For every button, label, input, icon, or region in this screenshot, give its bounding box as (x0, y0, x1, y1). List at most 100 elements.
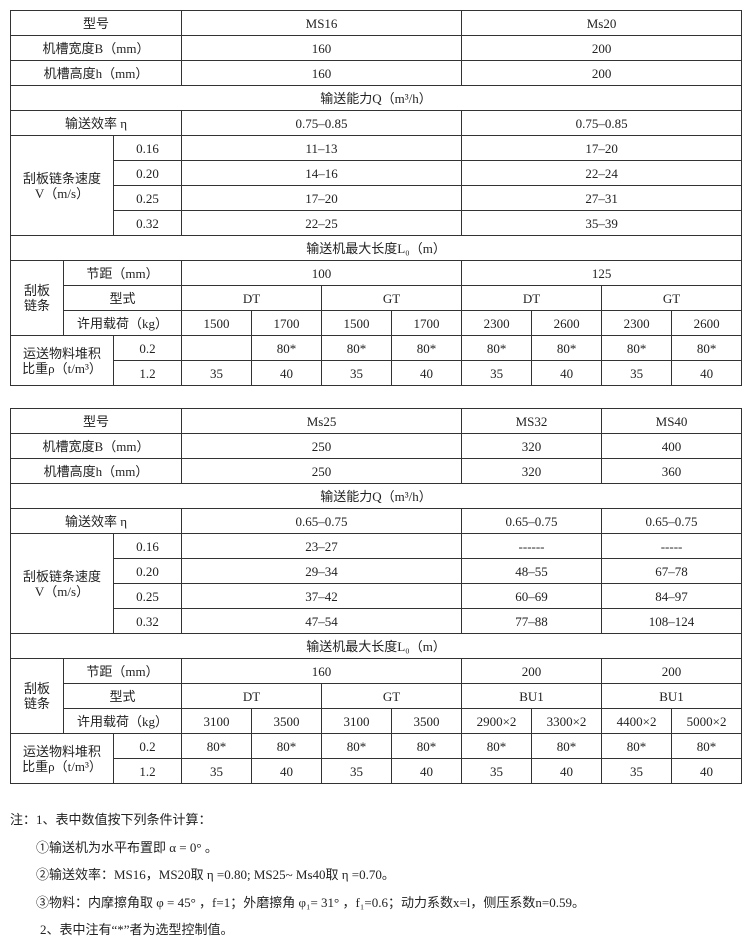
load-value: 3100 (181, 708, 253, 734)
table-row: 许用载荷（kg） 3100 3500 3100 3500 2900×2 3300×2 4400… (11, 708, 743, 734)
load-value: 5000×2 (671, 708, 743, 734)
chain-label: 刮板 链条 (10, 658, 64, 734)
chain-label: 刮板 链条 (10, 260, 64, 336)
length-value: 40 (531, 360, 603, 386)
capacity-value: 60–69 (461, 583, 603, 609)
model-label: 型号 (9, 10, 183, 36)
spec-table-ms16-ms20: 型号 MS16 Ms20 机槽宽度B（mm） 160 200 机槽高度h（mm） 160 200… (9, 10, 743, 386)
load-value: 2300 (601, 310, 673, 336)
height-value: 360 (601, 458, 743, 484)
length-value: 35 (321, 758, 393, 784)
load-value: 3500 (391, 708, 463, 734)
length-value: 80* (251, 733, 323, 759)
efficiency-value: 0.75–0.85 (461, 110, 743, 136)
density-label-line: 比重ρ（t/m³） (22, 758, 102, 774)
capacity-value: 29–34 (181, 558, 463, 584)
height-value: 160 (181, 60, 463, 86)
table-row: 型式 DT GT DT GT (11, 285, 743, 311)
length-value: 80* (251, 335, 323, 361)
type-label: 型式 (62, 285, 183, 311)
density-label-line: 运送物料堆积 (22, 345, 101, 361)
load-value: 2600 (671, 310, 743, 336)
speed-value: 0.20 (112, 558, 183, 584)
efficiency-value: 0.65–0.75 (461, 508, 603, 534)
load-value: 3100 (321, 708, 393, 734)
length-value: 40 (391, 360, 463, 386)
note-1a: ①输送机为水平布置即 α = 0° 。 (36, 839, 218, 855)
length-value: 80* (671, 335, 743, 361)
table-row: 许用载荷（kg） 1500 1700 1500 1700 2300 2600 2300 2600 (11, 310, 743, 336)
note-2: 2、表中注有“*”者为选型控制值。 (40, 922, 234, 937)
type-value: BU1 (601, 683, 743, 709)
density-value: 1.2 (112, 758, 183, 784)
density-value: 1.2 (112, 360, 183, 386)
type-label: 型式 (62, 683, 183, 709)
type-value: GT (321, 285, 463, 311)
length-value: 80* (531, 733, 603, 759)
length-value: 40 (391, 758, 463, 784)
table-row: 刮板 链条 节距（mm） 100 125 (10, 260, 743, 336)
height-value: 200 (461, 60, 743, 86)
speed-label: 刮板链条速度 V（m/s） (10, 135, 114, 236)
length-value: 80* (601, 733, 673, 759)
load-value: 2600 (531, 310, 603, 336)
capacity-value: 37–42 (181, 583, 463, 609)
note-1: 注：1、表中数值按下列条件计算： (10, 812, 212, 827)
spec-table-ms25-ms40: 型号 Ms25 MS32 MS40 机槽宽度B（mm） 250 320 400 机槽高度h（mm… (9, 408, 743, 784)
capacity-value: 77–88 (461, 608, 603, 634)
length-value: 80* (461, 733, 533, 759)
length-value: 80* (391, 733, 463, 759)
type-value: GT (321, 683, 463, 709)
table-row: 1.2 35 40 35 40 35 40 35 40 (11, 360, 743, 386)
table-row: 0.25 37–42 60–69 84–97 (11, 583, 743, 609)
model-value: Ms20 (461, 10, 743, 36)
height-value: 250 (181, 458, 463, 484)
load-label: 许用载荷（kg） (62, 708, 183, 734)
load-value: 4400×2 (601, 708, 673, 734)
length-value: 35 (601, 758, 673, 784)
speed-value: 0.25 (112, 185, 183, 211)
length-value (181, 335, 253, 361)
capacity-value: 35–39 (461, 210, 743, 236)
capacity-value: 14–16 (181, 160, 463, 186)
speed-value: 0.20 (112, 160, 183, 186)
capacity-value: 67–78 (601, 558, 743, 584)
table-row: 刮板链条速度 V（m/s） 0.16 11–13 17–20 (10, 135, 743, 236)
efficiency-value: 0.65–0.75 (181, 508, 463, 534)
chain-label-line: 刮板 (23, 283, 50, 298)
length-value: 40 (671, 758, 743, 784)
table-row: 输送机最大长度L₀（m） (9, 633, 743, 659)
table-row: 0.20 29–34 48–55 67–78 (11, 558, 743, 584)
length-value: 80* (601, 335, 673, 361)
capacity-value: 11–13 (181, 135, 463, 161)
speed-value: 0.16 (112, 533, 183, 559)
table-row: 机槽高度h（mm） 160 200 (9, 60, 743, 86)
efficiency-label: 输送效率 η (9, 110, 183, 136)
length-value: 40 (251, 360, 323, 386)
height-label: 机槽高度h（mm） (9, 458, 183, 484)
load-value: 1700 (251, 310, 323, 336)
efficiency-value: 0.75–0.85 (181, 110, 463, 136)
capacity-value: 27–31 (461, 185, 743, 211)
model-value: MS16 (181, 10, 463, 36)
length-title: 输送机最大长度L₀（m） (9, 235, 743, 261)
capacity-value: 84–97 (601, 583, 743, 609)
length-value: 35 (181, 360, 253, 386)
length-value: 80* (391, 335, 463, 361)
speed-value: 0.32 (112, 608, 183, 634)
table-row: 0.20 14–16 22–24 (11, 160, 743, 186)
table-row: 输送能力Q（m³/h） (9, 483, 743, 509)
capacity-value: 23–27 (181, 533, 463, 559)
length-value: 35 (321, 360, 393, 386)
table-row: 0.25 17–20 27–31 (11, 185, 743, 211)
capacity-value: 22–25 (181, 210, 463, 236)
width-label: 机槽宽度B（mm） (9, 35, 183, 61)
type-value: DT (181, 683, 323, 709)
chain-label-line: 链条 (23, 696, 50, 711)
pitch-value: 100 (181, 260, 463, 286)
note-1b: ②输送效率：MS16，MS20取 η =0.80; MS25~ Ms40取 η … (36, 867, 395, 882)
type-value: DT (461, 285, 603, 311)
table-row: 刮板 链条 节距（mm） 160 200 200 (10, 658, 743, 734)
width-value: 320 (461, 433, 603, 459)
density-value: 0.2 (112, 335, 183, 361)
